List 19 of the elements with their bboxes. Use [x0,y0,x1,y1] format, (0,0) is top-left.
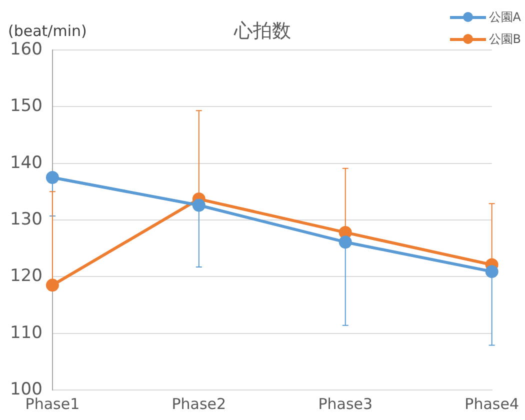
legend-label: 公園A [488,8,521,26]
x-tick-label: Phase4 [464,394,520,413]
point [46,171,59,184]
point [46,278,59,292]
y-tick-label: 120 [10,266,42,286]
legend-label: 公園B [488,30,521,48]
y-tick-label: 130 [10,209,42,230]
x-tick-label: Phase2 [172,394,226,413]
x-tick-label: Phase1 [25,394,80,413]
y-tick-label: 140 [10,152,42,173]
point [192,198,206,212]
point [338,236,352,249]
chart-title: 心拍数 [234,20,291,42]
y-tick-label: 150 [10,96,42,116]
x-tick-label: Phase3 [318,394,373,413]
y-tick-label: 160 [10,39,42,60]
point [485,265,498,278]
y-tick-label: 110 [10,322,42,343]
y-axis-title: (beat/min) [8,22,87,40]
